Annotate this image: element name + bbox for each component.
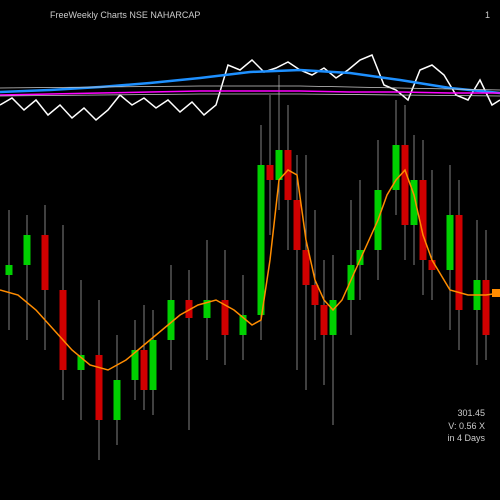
time-note: in 4 Days	[447, 432, 485, 445]
price-info-box: 301.45 V: 0.56 X in 4 Days	[447, 407, 485, 445]
chart-container: FreeWeekly Charts NSE NAHARCAP 1 301.45 …	[0, 0, 500, 500]
current-price: 301.45	[447, 407, 485, 420]
volume-info: V: 0.56 X	[447, 420, 485, 433]
candlestick-chart	[0, 0, 500, 500]
